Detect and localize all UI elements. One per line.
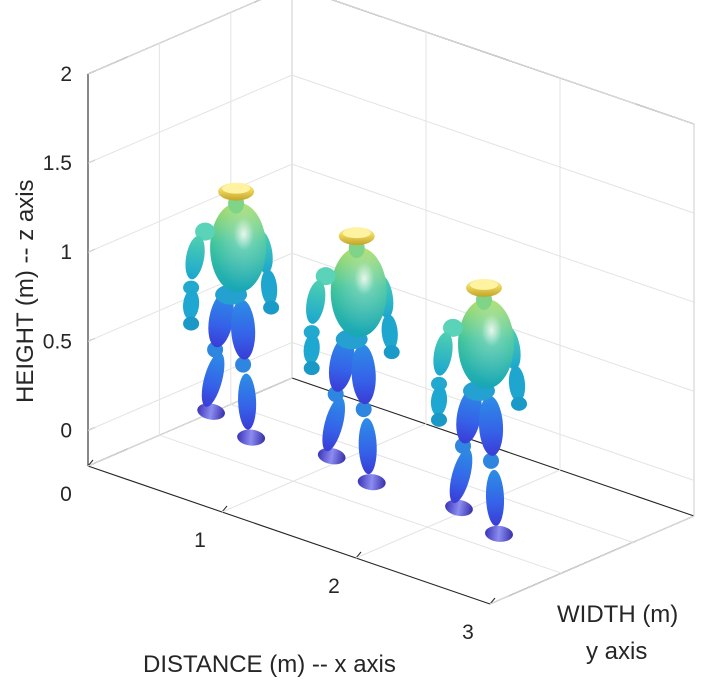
thigh (351, 344, 376, 405)
y-axis-label-line1: WIDTH (m) (557, 601, 678, 628)
box-edge (87, 465, 491, 605)
hand (511, 396, 527, 411)
x-tick-mark (87, 459, 94, 467)
walking-figures (183, 182, 527, 542)
knee (235, 356, 252, 373)
grid-line-floor-y (230, 403, 633, 543)
grid-line-z (87, 341, 695, 481)
torso-shine (458, 298, 514, 389)
thigh (208, 291, 234, 348)
grid-line-z (87, 74, 695, 214)
upper-arm (433, 332, 453, 376)
walking-figure (303, 227, 400, 491)
hand (383, 345, 400, 360)
x-tick-mark (355, 551, 362, 559)
foot (357, 474, 386, 491)
hand (303, 361, 320, 376)
tick-labels: 0 0.5 1 1.5 2 0 1 2 3 (43, 63, 474, 644)
hand (263, 300, 280, 315)
thigh (456, 388, 482, 444)
box-edge (87, 0, 261, 75)
z-tick-label: 1 (60, 241, 72, 264)
grid-line-floor-x (489, 515, 695, 605)
forearm (260, 269, 278, 306)
y-axis-label-line2: y axis (586, 638, 647, 665)
z-tick-label: 0.5 (43, 330, 72, 353)
thigh (478, 395, 504, 456)
thigh (231, 299, 256, 360)
knee (355, 401, 372, 418)
forearm (183, 289, 200, 320)
upper-arm (306, 280, 326, 324)
shoulder (443, 318, 463, 337)
z-tick-label: 1.5 (43, 152, 72, 175)
x-axis-label: DISTANCE (m) -- x axis (143, 651, 396, 678)
shin (358, 418, 377, 475)
x-tick-mark (221, 505, 228, 513)
walking-figure (183, 182, 280, 446)
forearm (430, 385, 448, 416)
x-tick-label: 2 (328, 575, 340, 598)
head-top (222, 183, 251, 194)
grid-line-floor-x (221, 423, 427, 513)
grid-line-z (87, 163, 695, 303)
foot (445, 499, 473, 517)
x-tick-mark (489, 597, 496, 605)
forearm (508, 365, 526, 402)
foot (197, 403, 225, 420)
x-tick-label: 3 (462, 621, 474, 644)
shin (322, 397, 346, 452)
grid-lines (87, 0, 695, 605)
z-axis-label: HEIGHT (m) -- z axis (12, 179, 39, 403)
x-tick-label: 1 (194, 529, 206, 552)
foot (485, 525, 513, 542)
shin (238, 373, 257, 430)
shin (485, 469, 505, 526)
knee (483, 452, 499, 469)
foot (237, 429, 266, 446)
thigh (328, 336, 355, 392)
grid-line-z (87, 252, 695, 392)
x-tick-label: 0 (60, 483, 72, 506)
box-edge (331, 0, 695, 125)
walking-figure (430, 278, 527, 542)
shoulder (195, 222, 216, 241)
head-top (470, 279, 498, 290)
torso-shine (330, 247, 387, 338)
grid-line-z (87, 0, 695, 125)
shin (449, 448, 473, 504)
foot (317, 447, 346, 465)
hand (431, 412, 447, 427)
shoulder (315, 267, 336, 286)
head-top (342, 228, 371, 239)
forearm (381, 314, 398, 351)
upper-arm (185, 235, 205, 280)
z-tick-label: 2 (60, 63, 72, 86)
grid-line-floor-x (87, 377, 293, 467)
z-tick-label: 0 (60, 419, 72, 442)
torso-shine (210, 202, 267, 293)
forearm (303, 334, 320, 365)
shin (201, 352, 225, 407)
hand (183, 316, 200, 331)
grid-line-floor-y (159, 434, 562, 574)
